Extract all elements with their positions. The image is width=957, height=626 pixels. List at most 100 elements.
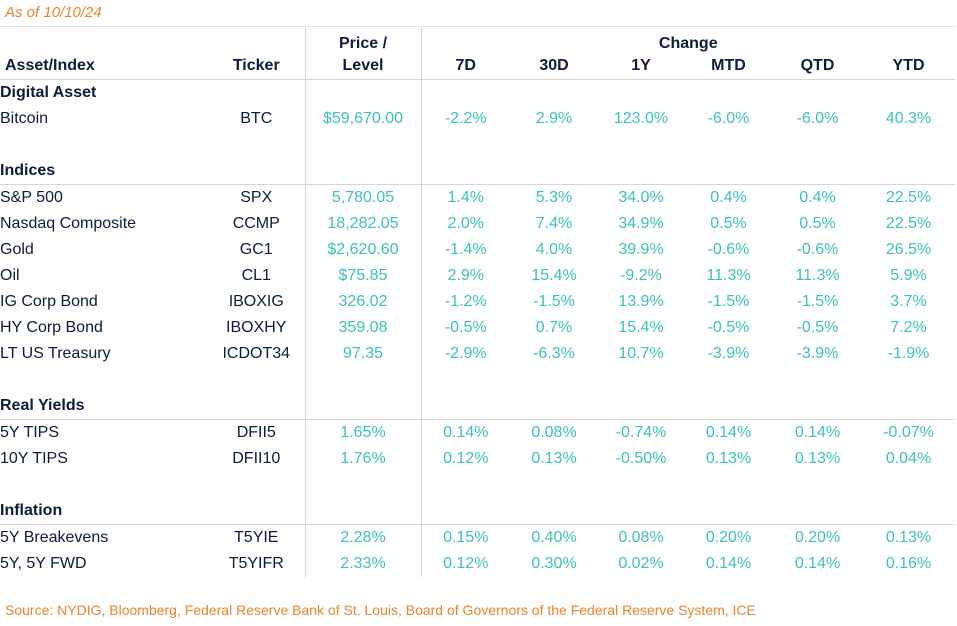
empty-cell <box>304 132 421 158</box>
empty-cell <box>0 132 208 158</box>
asset-name: Bitcoin <box>0 110 49 127</box>
section-title: Indices <box>0 158 208 185</box>
change-ytd: 0.13% <box>885 529 932 546</box>
empty-cell <box>773 472 862 498</box>
empty-cell <box>510 158 598 185</box>
empty-cell <box>420 367 510 393</box>
change-qtd: -3.9% <box>796 345 839 362</box>
change-mtd: 0.13% <box>705 450 752 467</box>
empty-cell <box>0 472 208 498</box>
empty-cell <box>598 132 684 158</box>
empty-cell <box>684 132 773 158</box>
table-row: HY Corp Bond IBOXHY 359.08 -0.5% 0.7% 15.4% -0… <box>0 315 955 341</box>
change-30d: 0.30% <box>531 555 577 572</box>
change-qtd: -0.6% <box>796 241 839 258</box>
asset-column-header: Asset/Index <box>0 53 208 80</box>
change-ytd: 26.5% <box>885 241 932 258</box>
change-30d: -6.3% <box>533 345 575 362</box>
empty-cell <box>420 472 510 498</box>
section-header-row: Digital Asset <box>0 79 955 107</box>
empty-cell <box>208 472 305 498</box>
asset-name: Oil <box>0 267 20 284</box>
asset-name: 5Y, 5Y FWD <box>0 555 87 572</box>
empty-cell <box>208 498 305 525</box>
asset-name: 5Y Breakevens <box>0 529 109 546</box>
change-mtd: 11.3% <box>706 267 751 284</box>
empty-cell <box>862 393 956 420</box>
price-level: 18,282.05 <box>304 211 421 237</box>
change-qtd: 0.14% <box>794 555 841 572</box>
asset-name: IG Corp Bond <box>0 293 98 310</box>
source-note: Source: NYDIG, Bloomberg, Federal Reserv… <box>5 602 756 618</box>
empty-cell <box>598 393 684 420</box>
change-qtd: 11.3% <box>795 267 840 284</box>
change-ytd: 5.9% <box>890 267 927 284</box>
change-7d: 0.12% <box>420 551 510 577</box>
change-30d: 0.08% <box>531 424 577 441</box>
change-7d: -1.4% <box>420 237 510 263</box>
empty-cell <box>304 498 421 525</box>
period-header-mtd: MTD <box>684 53 773 80</box>
empty-cell <box>510 80 598 107</box>
empty-cell <box>304 367 421 393</box>
empty-cell <box>684 367 773 393</box>
change-mtd: 0.4% <box>710 189 747 206</box>
empty-cell <box>684 80 773 107</box>
table-row: IG Corp Bond IBOXIG 326.02 -1.2% -1.5% 13.9% -… <box>0 289 955 315</box>
price-header-line1: Price / <box>304 26 421 53</box>
change-7d: -2.2% <box>420 106 510 132</box>
empty-cell <box>304 393 421 420</box>
empty-cell <box>304 472 421 498</box>
empty-cell <box>598 472 684 498</box>
ticker: GC1 <box>239 241 273 258</box>
empty-cell <box>208 132 305 158</box>
price-level: 97.35 <box>304 341 421 367</box>
empty-cell <box>773 367 862 393</box>
price-level: 359.08 <box>304 315 421 341</box>
price-level: 2.28% <box>304 524 421 551</box>
change-7d: -1.2% <box>420 289 510 315</box>
empty-cell <box>510 132 598 158</box>
empty-cell <box>510 367 598 393</box>
asset-name: LT US Treasury <box>0 345 111 362</box>
empty-cell <box>684 472 773 498</box>
section-title: Real Yields <box>0 393 208 420</box>
change-30d: 15.4% <box>531 267 577 284</box>
change-1y: 123.0% <box>613 110 669 127</box>
table-row: 5Y Breakevens T5YIE 2.28% 0.15% 0.40% 0.08% 0.… <box>0 524 955 551</box>
period-header-1y: 1Y <box>598 53 684 80</box>
empty-cell <box>598 498 684 525</box>
price-level: 5,780.05 <box>304 184 421 211</box>
period-header-30d: 30D <box>510 53 598 80</box>
table-row: Bitcoin BTC $59,670.00 -2.2% 2.9% 123.0% -6.0%… <box>0 106 955 132</box>
empty-cell <box>773 498 862 525</box>
change-qtd: -6.0% <box>796 110 839 127</box>
change-qtd: -1.5% <box>796 293 839 310</box>
change-qtd: 0.14% <box>794 424 841 441</box>
ticker: DFII5 <box>236 424 276 441</box>
change-30d: 4.0% <box>535 241 573 258</box>
empty-cell <box>862 132 955 158</box>
change-mtd: -6.0% <box>707 110 750 127</box>
ticker: CL1 <box>241 267 271 284</box>
table-row: Oil CL1 $75.85 2.9% 15.4% -9.2% 11.3% 11.3% 5.9% <box>0 263 955 289</box>
ticker: BTC <box>240 110 273 127</box>
spacer-row <box>0 132 955 158</box>
spacer-row <box>0 367 955 393</box>
table-row: 10Y TIPS DFII10 1.76% 0.12% 0.13% -0.50% 0.13%… <box>0 446 955 472</box>
change-ytd: 22.5% <box>885 215 932 232</box>
change-1y: -0.50% <box>615 450 667 467</box>
ticker: IBOXHY <box>226 319 287 336</box>
change-qtd: 0.4% <box>799 189 836 206</box>
change-7d: 1.4% <box>420 184 510 211</box>
price-level: 326.02 <box>304 289 421 315</box>
empty-cell <box>862 472 955 498</box>
asset-name: HY Corp Bond <box>0 319 103 336</box>
change-ytd: 22.5% <box>885 189 932 206</box>
change-qtd: 0.20% <box>794 529 841 546</box>
empty-cell <box>208 80 305 107</box>
period-header-ytd: YTD <box>862 53 956 80</box>
change-1y: -9.2% <box>620 267 662 284</box>
change-header: Change <box>420 26 956 53</box>
period-header-qtd: QTD <box>773 53 862 80</box>
